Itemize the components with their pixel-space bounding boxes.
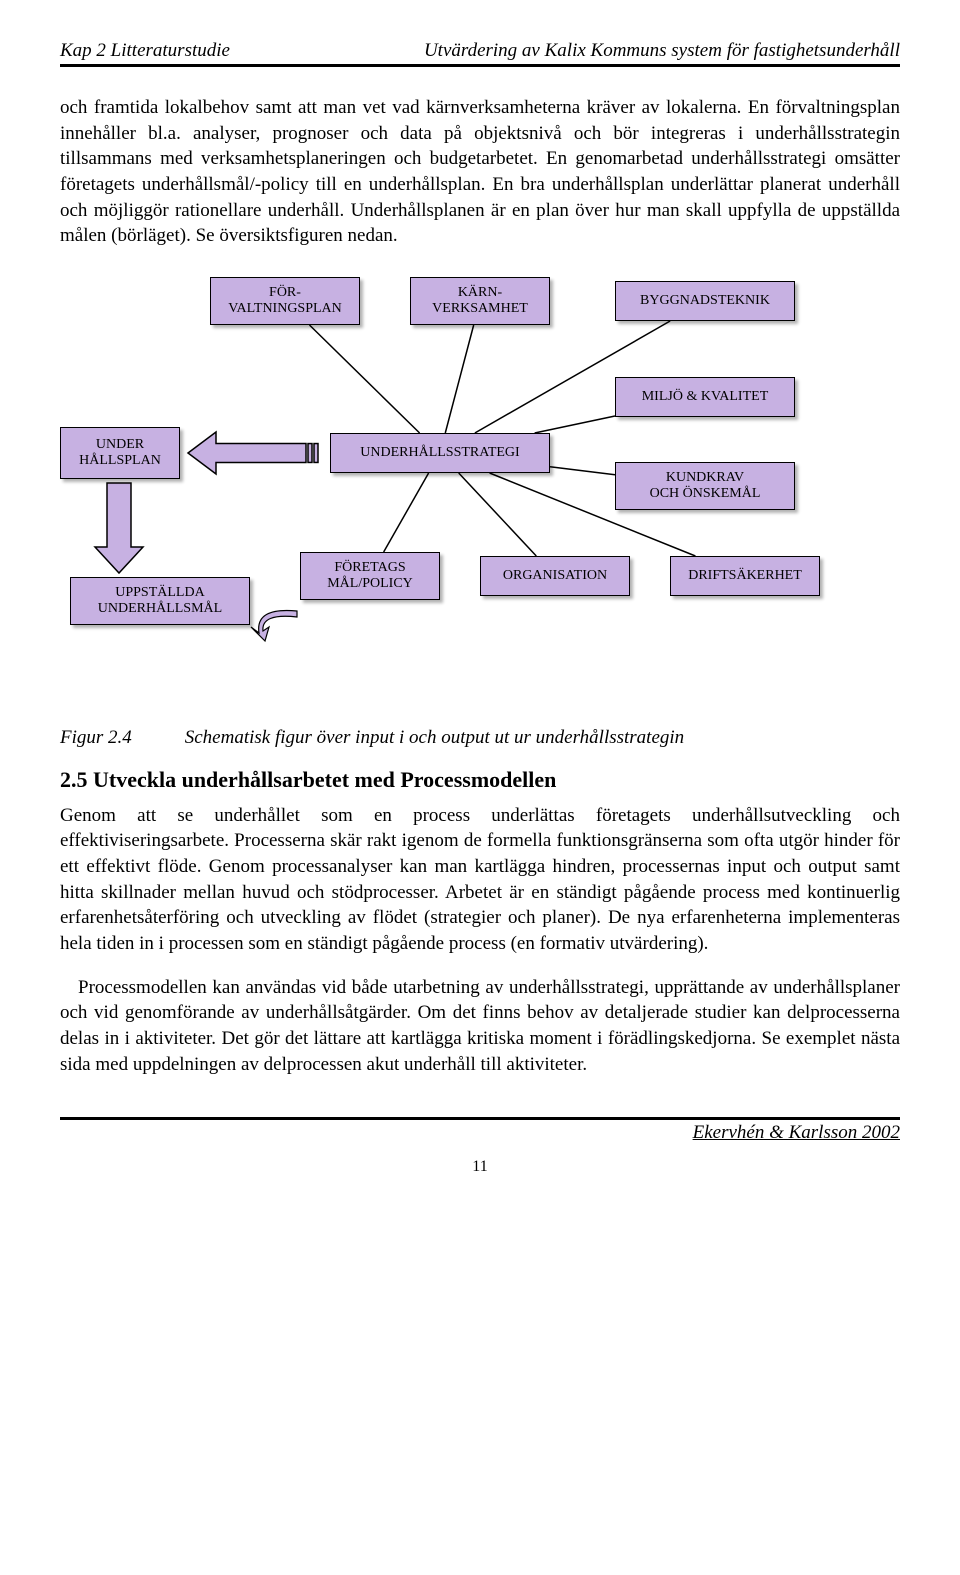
figure-caption-text: Schematisk figur över input i och output…: [185, 727, 684, 748]
strategy-diagram: FÖR-VALTNINGSPLAN KÄRN-VERKSAMHET BYGGNADS…: [60, 267, 900, 697]
node-kundkrav: KUNDKRAVOCH ÖNSKEMÅL: [615, 462, 795, 510]
section-para-1: Genom att se underhållet som en process …: [60, 803, 900, 957]
section-heading: 2.5 Utveckla underhållsarbetet med Proce…: [60, 767, 900, 793]
node-foretagsmal: FÖRETAGSMÅL/POLICY: [300, 552, 440, 600]
header-right: Utvärdering av Kalix Kommuns system för …: [424, 40, 900, 62]
figure-label: Figur 2.4: [60, 727, 180, 749]
header-left: Kap 2 Litteraturstudie: [60, 40, 230, 62]
node-forvaltningsplan: FÖR-VALTNINGSPLAN: [210, 277, 360, 325]
figure-caption: Figur 2.4 Schematisk figur över input i …: [60, 727, 900, 749]
node-byggnadsteknik: BYGGNADSTEKNIK: [615, 281, 795, 321]
paragraph-intro: och framtida lokalbehov samt att man vet…: [60, 95, 900, 249]
section-para-2: Processmodellen kan användas vid både ut…: [60, 975, 900, 1078]
page-footer: Ekervhén & Karlsson 2002 11: [60, 1117, 900, 1176]
node-underhallsstrategi: UNDERHÅLLSSTRATEGI: [330, 433, 550, 473]
node-karnverksamhet: KÄRN-VERKSAMHET: [410, 277, 550, 325]
node-driftsakerhet: DRIFTSÄKERHET: [670, 556, 820, 596]
node-uppstallda: UPPSTÄLLDAUNDERHÅLLSMÅL: [70, 577, 250, 625]
page-number: 11: [60, 1158, 900, 1176]
footer-rule: [60, 1117, 900, 1120]
footer-authors: Ekervhén & Karlsson 2002: [60, 1122, 900, 1144]
node-miljokvalitet: MILJÖ & KVALITET: [615, 377, 795, 417]
node-organisation: ORGANISATION: [480, 556, 630, 596]
page-header: Kap 2 Litteraturstudie Utvärdering av Ka…: [60, 40, 900, 67]
node-underhallsplan: UNDERHÅLLSPLAN: [60, 427, 180, 479]
